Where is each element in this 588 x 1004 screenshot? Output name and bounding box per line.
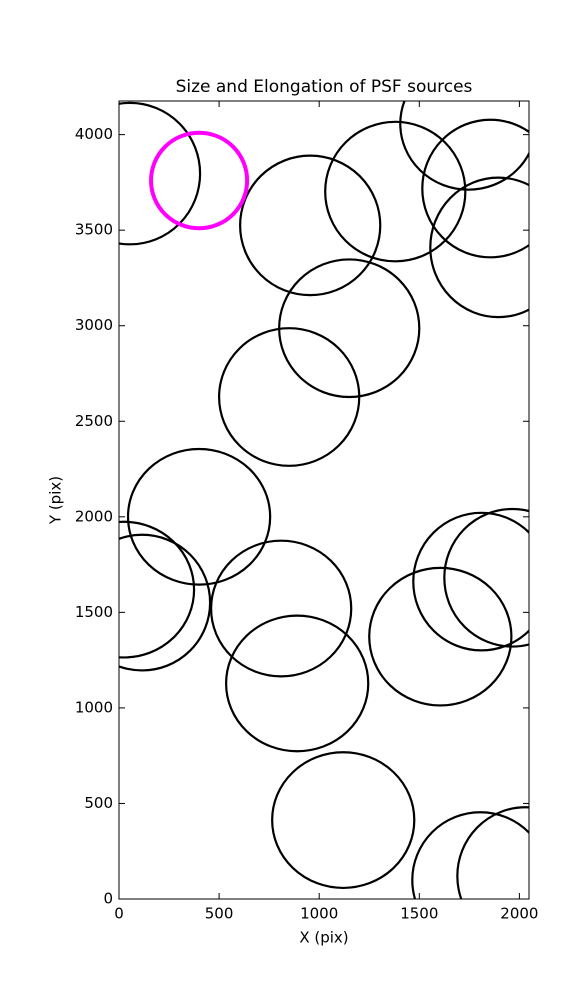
psf-ellipse bbox=[412, 511, 529, 652]
x-tick-label: 0 bbox=[114, 905, 124, 923]
x-tick-label: 1500 bbox=[400, 905, 438, 923]
psf-ellipse bbox=[429, 176, 529, 319]
x-axis-label: X (pix) bbox=[299, 929, 348, 947]
psf-ellipse bbox=[399, 101, 529, 191]
y-tick-label: 1000 bbox=[75, 698, 113, 716]
psf-ellipse bbox=[126, 447, 272, 586]
y-tick-label: 500 bbox=[84, 794, 113, 812]
x-tick-label: 500 bbox=[205, 905, 234, 923]
x-tick-label: 2000 bbox=[500, 905, 538, 923]
psf-ellipse bbox=[324, 120, 467, 263]
psf-ellipse bbox=[209, 539, 353, 678]
y-axis-label: Y (pix) bbox=[47, 476, 65, 525]
y-tick-label: 0 bbox=[103, 890, 113, 908]
x-tick-label: 1000 bbox=[300, 905, 338, 923]
psf-ellipse bbox=[411, 811, 529, 899]
y-tick-label: 3000 bbox=[75, 316, 113, 334]
psf-ellipse bbox=[368, 566, 513, 707]
psf-ellipse bbox=[217, 327, 361, 467]
psf-ellipse bbox=[443, 507, 529, 648]
psf-ellipse bbox=[456, 806, 529, 899]
axes-frame bbox=[118, 100, 530, 900]
psf-ellipse bbox=[239, 154, 382, 297]
psf-ellipse bbox=[149, 130, 250, 231]
y-tick-label: 1500 bbox=[75, 603, 113, 621]
psf-ellipse bbox=[225, 614, 370, 753]
psf-ellipse bbox=[119, 533, 212, 672]
psf-ellipse bbox=[271, 751, 416, 890]
psf-ellipse bbox=[119, 520, 196, 659]
y-tick-label: 2500 bbox=[75, 412, 113, 430]
y-tick-label: 4000 bbox=[75, 125, 113, 143]
psf-ellipse bbox=[421, 118, 529, 259]
chart-title: Size and Elongation of PSF sources bbox=[176, 77, 473, 97]
y-tick-label: 2000 bbox=[75, 507, 113, 525]
plot-area bbox=[119, 101, 529, 899]
psf-ellipse bbox=[119, 101, 202, 246]
y-tick-label: 3500 bbox=[75, 221, 113, 239]
